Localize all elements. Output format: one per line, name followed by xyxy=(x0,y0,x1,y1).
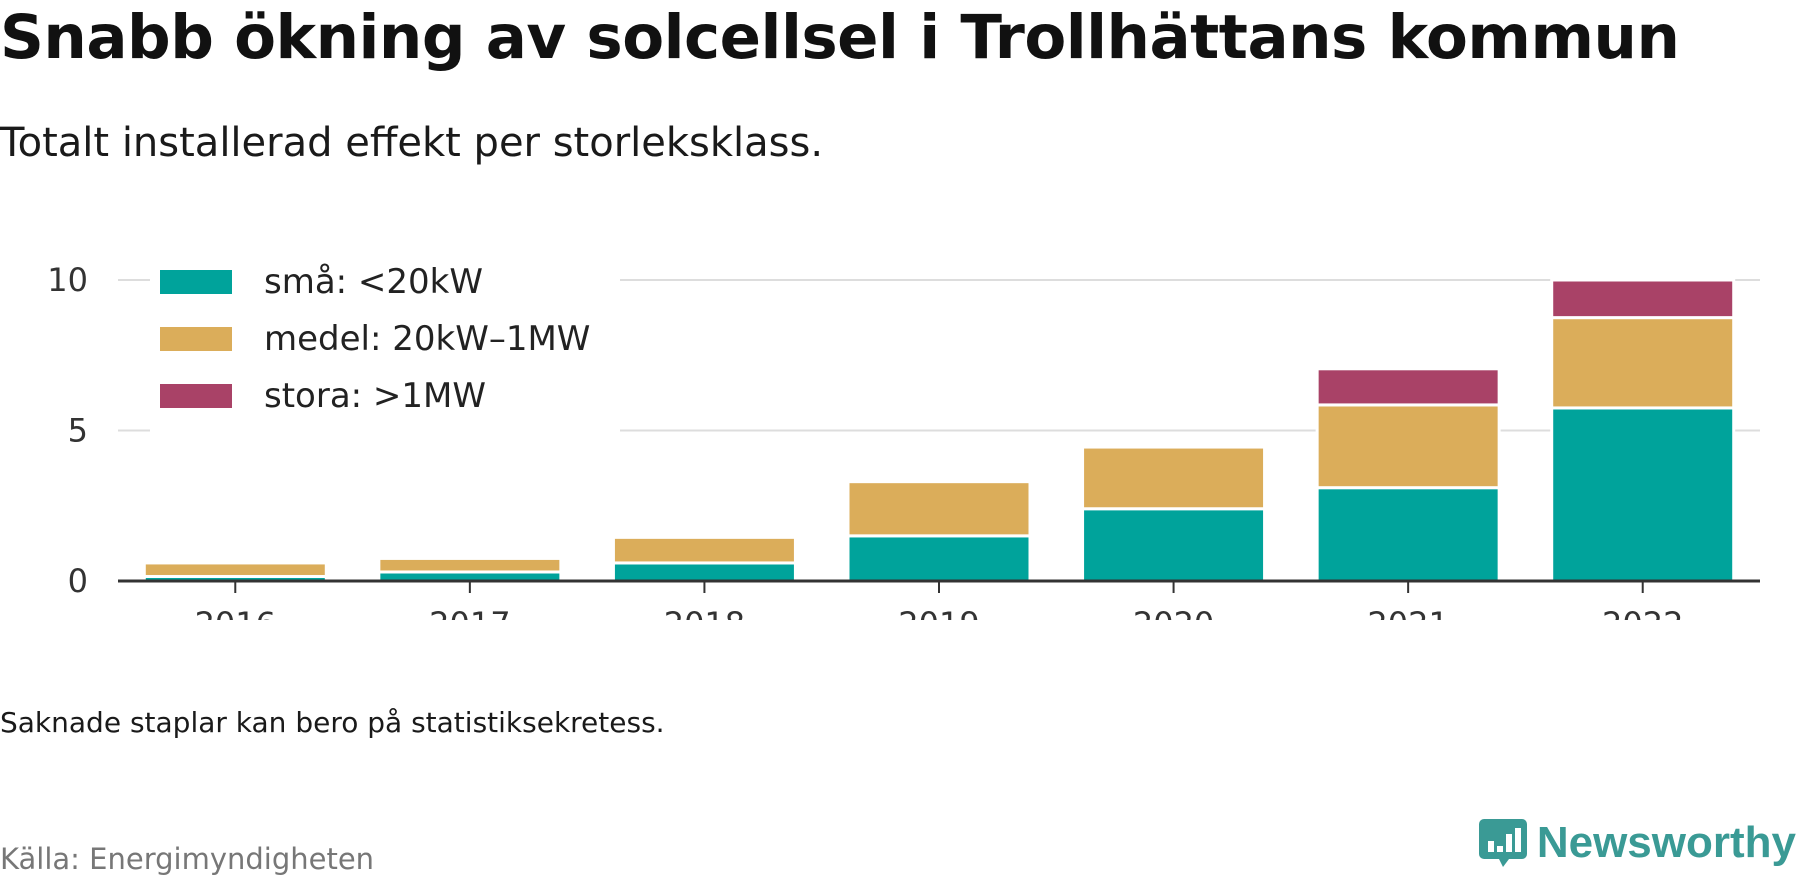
x-tick-label: 2021 xyxy=(1367,605,1448,620)
bar-segment xyxy=(1315,486,1501,583)
bar-segment xyxy=(611,535,797,565)
bar-chart-speech-bubble-icon xyxy=(1478,819,1527,867)
brand-logo-link[interactable]: Newsworthy xyxy=(1478,818,1796,868)
x-tick-label: 2016 xyxy=(195,605,276,620)
axes: 0 5 10 2016 2017 2018 2019 2020 2021 2022 xyxy=(47,261,1760,620)
y-tick-label: 10 xyxy=(47,261,88,299)
bar-segment xyxy=(377,556,563,574)
legend-label: stora: >1MW xyxy=(264,376,486,416)
x-tick-label: 2020 xyxy=(1133,605,1214,620)
legend-swatch xyxy=(160,384,232,408)
bar-segment xyxy=(1550,406,1736,583)
x-tick-label: 2022 xyxy=(1602,605,1683,620)
legend-label: medel: 20kW–1MW xyxy=(264,319,590,359)
x-tick-label: 2017 xyxy=(429,605,510,620)
bar-segment xyxy=(1315,367,1501,407)
chart-title: Snabb ökning av solcellsel i Trollhättan… xyxy=(0,2,1680,73)
legend: små: <20kW medel: 20kW–1MW stora: >1MW xyxy=(150,240,620,450)
x-tick-label: 2018 xyxy=(664,605,745,620)
bar-segment xyxy=(1315,403,1501,490)
y-tick-label: 0 xyxy=(68,562,88,600)
y-tick-label: 5 xyxy=(68,412,88,450)
bar-segment xyxy=(611,561,797,583)
bar-chart: 0 5 10 2016 2017 2018 2019 2020 2021 2022 små: <2… xyxy=(47,240,1760,620)
bar-segment xyxy=(1550,278,1736,320)
bar-segment xyxy=(846,480,1032,538)
legend-swatch xyxy=(160,270,232,294)
bar-segment xyxy=(1550,316,1736,410)
bar-segment xyxy=(142,561,328,578)
x-tick-label: 2019 xyxy=(898,605,979,620)
legend-swatch xyxy=(160,327,232,351)
bar-segment xyxy=(1081,507,1267,583)
bar-segment xyxy=(1081,445,1267,511)
chart-subtitle: Totalt installerad effekt per storlekskl… xyxy=(0,120,824,166)
footnote: Saknade staplar kan bero på statistiksek… xyxy=(0,706,665,739)
legend-label: små: <20kW xyxy=(264,262,483,302)
source-label: Källa: Energimyndigheten xyxy=(0,842,375,876)
brand-name: Newsworthy xyxy=(1536,818,1796,867)
bar-segment xyxy=(846,534,1032,583)
